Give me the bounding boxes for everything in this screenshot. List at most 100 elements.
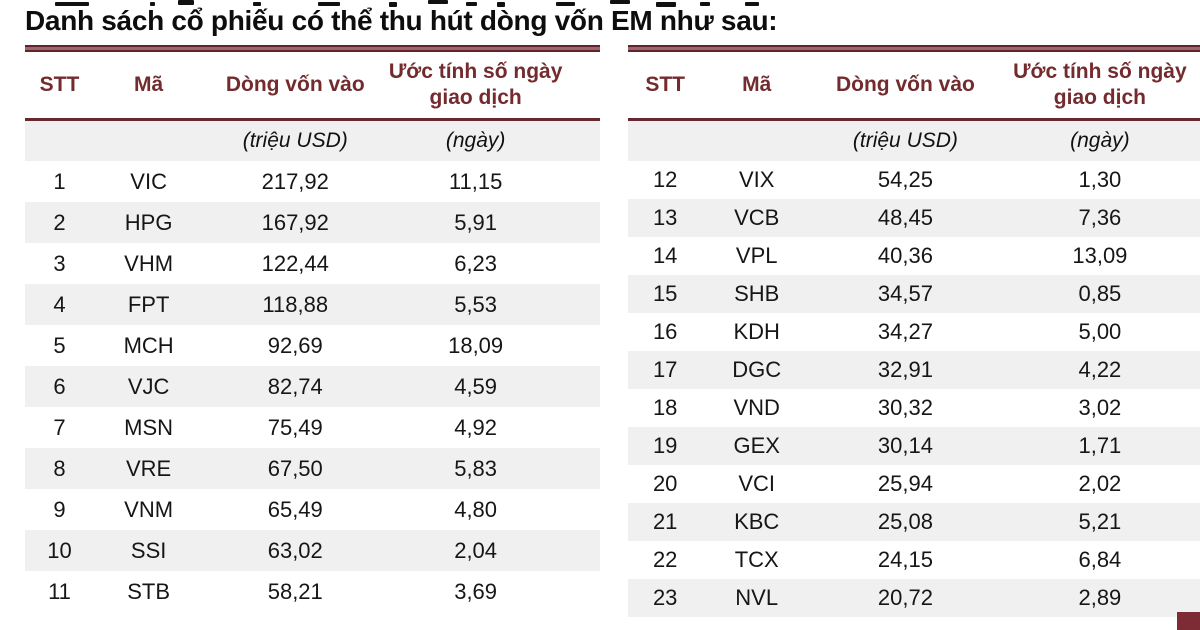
cell-trading-days: 2,02 (1078, 471, 1122, 496)
cell-inflow: 24,15 (877, 547, 933, 572)
cell-trading-days: 4,59 (387, 366, 600, 407)
table-row: 5 MCH 92,69 18,09 (25, 325, 600, 366)
stock-table: STT Mã Dòng vốn vào Ước tính số ngày gia… (25, 52, 600, 612)
cell-inflow: 30,14 (811, 427, 1000, 465)
unit-days: (ngày) (387, 119, 600, 161)
col-header-days: Ước tính số ngày giao dịch (999, 52, 1200, 121)
table-row: 16 KDH 34,27 5,00 (628, 313, 1200, 351)
unit-cell-empty (94, 119, 204, 161)
cell-inflow: 75,49 (267, 414, 323, 440)
table-row: 4 FPT 118,88 5,53 (25, 284, 600, 325)
cell-trading-days: 2,04 (387, 530, 600, 571)
table-row: 11 STB 58,21 3,69 (25, 571, 600, 612)
cell-ticker: VRE (94, 448, 204, 489)
table-row: 6 VJC 82,74 4,59 (25, 366, 600, 407)
table-top-rule (25, 45, 600, 52)
table-row: 10 SSI 63,02 2,04 (25, 530, 600, 571)
cell-stt: 17 (628, 351, 703, 389)
corner-brand-mark (1177, 612, 1200, 630)
table-row: 3 VHM 122,44 6,23 (25, 243, 600, 284)
table-row: 21 KBC 25,08 5,21 (628, 503, 1200, 541)
cell-ticker: MCH (123, 332, 174, 358)
cell-stt: 7 (53, 414, 66, 440)
cell-stt: 2 (25, 202, 94, 243)
cell-stt: 13 (628, 199, 703, 237)
cell-trading-days: 7,36 (999, 199, 1200, 237)
cell-ticker: MSN (124, 414, 174, 440)
page-title: Danh sách cổ phiếu có thể thu hút dòng v… (25, 5, 778, 36)
cell-trading-days: 18,09 (448, 332, 504, 358)
cell-stt: 23 (628, 579, 703, 617)
cell-inflow: 167,92 (203, 202, 388, 243)
cell-inflow: 63,02 (203, 530, 388, 571)
cell-stt: 21 (628, 503, 703, 541)
cell-ticker: VNM (124, 496, 174, 522)
col-header-flow: Dòng vốn vào (811, 52, 1000, 121)
unit-flow: (triệu USD) (811, 119, 1000, 161)
cell-ticker: VCB (702, 199, 812, 237)
cell-trading-days: 5,53 (387, 284, 600, 325)
cell-trading-days: 5,00 (1078, 319, 1122, 344)
cell-trading-days: 4,22 (999, 351, 1200, 389)
cell-trading-days: 3,69 (454, 578, 498, 604)
cell-stt: 15 (628, 275, 703, 313)
units-row: (triệu USD) (ngày) (628, 119, 1200, 161)
unit-cell-empty (702, 119, 812, 161)
cell-trading-days: 4,92 (454, 414, 498, 440)
col-header-ma: Mã (94, 52, 204, 121)
cell-stt: 12 (652, 167, 678, 192)
table-top-rule (628, 45, 1200, 52)
col-header-stt: STT (628, 52, 703, 121)
cell-trading-days: 13,09 (1072, 243, 1128, 268)
cell-inflow: 40,36 (877, 243, 933, 268)
cell-inflow: 34,27 (877, 319, 933, 344)
cell-ticker: TCX (734, 547, 779, 572)
cell-ticker: NVL (702, 579, 812, 617)
cell-inflow: 48,45 (811, 199, 1000, 237)
cell-trading-days: 4,80 (454, 496, 498, 522)
table-row: 15 SHB 34,57 0,85 (628, 275, 1200, 313)
cell-trading-days: 3,02 (1078, 395, 1122, 420)
cell-ticker: STB (127, 578, 171, 604)
cell-ticker: HPG (94, 202, 204, 243)
table-row: 9 VNM 65,49 4,80 (25, 489, 600, 530)
header-row: STT Mã Dòng vốn vào Ước tính số ngày gia… (628, 52, 1200, 121)
cell-inflow: 20,72 (811, 579, 1000, 617)
cell-inflow: 25,08 (811, 503, 1000, 541)
stock-table-right: STT Mã Dòng vốn vào Ước tính số ngày gia… (628, 45, 1200, 617)
cell-stt: 4 (25, 284, 94, 325)
table-row: 19 GEX 30,14 1,71 (628, 427, 1200, 465)
cell-trading-days: 11,15 (448, 168, 503, 194)
cell-ticker: VCI (738, 471, 776, 496)
units-row: (triệu USD) (ngày) (25, 119, 600, 161)
table-row: 12 VIX 54,25 1,30 (628, 161, 1200, 199)
cell-ticker: SHB (702, 275, 812, 313)
cell-stt: 1 (53, 168, 66, 194)
cell-inflow: 92,69 (267, 332, 323, 358)
cell-stt: 16 (652, 319, 678, 344)
cell-trading-days: 5,91 (387, 202, 600, 243)
cell-ticker: DGC (702, 351, 812, 389)
cell-ticker: VJC (94, 366, 204, 407)
cell-stt: 14 (652, 243, 678, 268)
cell-inflow: 54,25 (877, 167, 933, 192)
table-row: 17 DGC 32,91 4,22 (628, 351, 1200, 389)
cell-inflow: 82,74 (203, 366, 388, 407)
unit-flow: (triệu USD) (203, 119, 388, 161)
cell-inflow: 122,44 (261, 250, 329, 276)
cell-stt: 6 (25, 366, 94, 407)
cell-trading-days: 5,83 (387, 448, 600, 489)
cell-ticker: VHM (124, 250, 174, 276)
cell-ticker: VND (733, 395, 780, 420)
col-header-stt: STT (25, 52, 94, 121)
cell-trading-days: 1,71 (999, 427, 1200, 465)
table-row: 8 VRE 67,50 5,83 (25, 448, 600, 489)
table-row: 1 VIC 217,92 11,15 (25, 161, 600, 202)
table-row: 14 VPL 40,36 13,09 (628, 237, 1200, 275)
cell-ticker: GEX (702, 427, 812, 465)
cell-stt: 5 (53, 332, 66, 358)
cell-stt: 3 (53, 250, 66, 276)
cell-ticker: SSI (94, 530, 204, 571)
table-row: 13 VCB 48,45 7,36 (628, 199, 1200, 237)
